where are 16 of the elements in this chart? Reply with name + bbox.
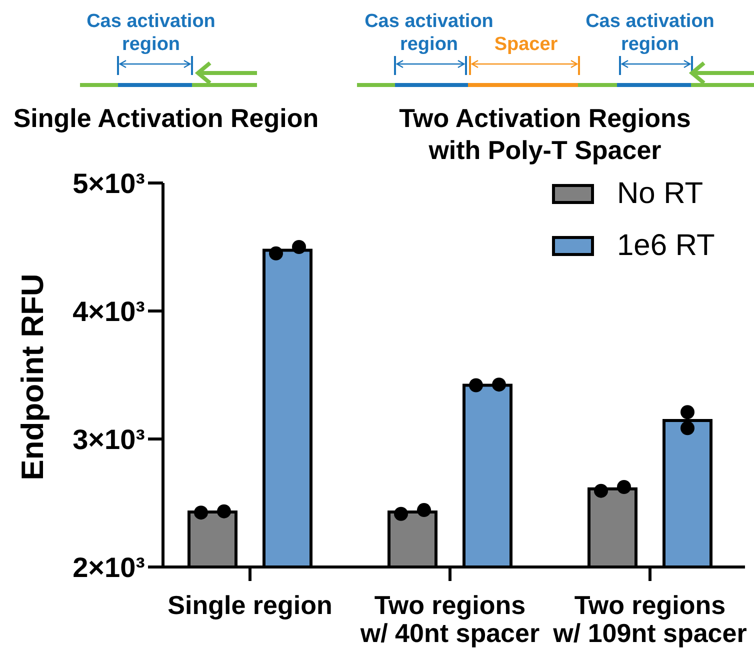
- y-tick-label: 3×10³: [72, 424, 145, 454]
- y-tick-label: 4×10³: [72, 296, 145, 326]
- text: Cas activation region: [364, 11, 494, 55]
- y-tick-label: 2×10³: [72, 552, 145, 582]
- x-tick-label: Single region: [168, 590, 332, 620]
- y-tick-label: 5×10³: [72, 168, 145, 198]
- text: Cas activation region: [86, 11, 216, 55]
- legend-label: No RT: [617, 177, 704, 211]
- text: Spacer: [494, 34, 558, 55]
- legend-label: 1e6 RT: [617, 229, 715, 263]
- x-tick-label: Two regions w/ 109nt spacer: [552, 590, 747, 648]
- text: Two Activation Regions with Poly-T Spacer: [399, 103, 691, 165]
- text: Single Activation Region: [13, 103, 319, 133]
- x-tick-label: Two regions w/ 40nt spacer: [359, 590, 540, 648]
- y-axis-title: Endpoint RFU: [14, 274, 50, 480]
- text: Cas activation region: [586, 11, 714, 55]
